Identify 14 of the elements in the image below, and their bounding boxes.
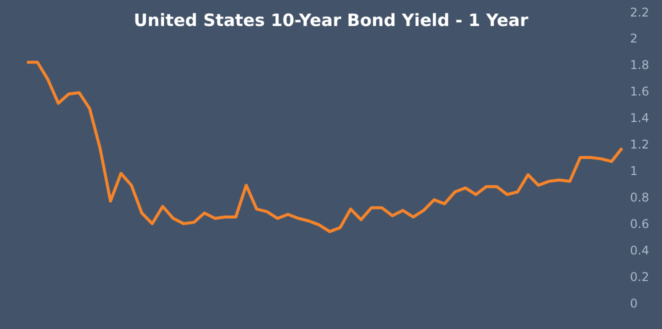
chart-title: United States 10-Year Bond Yield - 1 Year	[134, 11, 528, 31]
y-tick-label: 2.2	[630, 5, 650, 20]
y-tick-label: 2	[630, 32, 638, 46]
y-tick-label: 1.8	[630, 58, 650, 72]
y-tick-label: 1.4	[630, 111, 650, 126]
line-series	[26, 60, 624, 234]
y-tick-label: 0.4	[630, 243, 650, 258]
y-tick-label: 1.6	[630, 84, 650, 99]
y-tick-label: 1.2	[630, 138, 650, 152]
y-tick-label: 0	[630, 296, 638, 310]
y-tick-label: 1	[630, 164, 638, 178]
y-tick-label: 0.8	[630, 190, 650, 204]
y-tick-label: 0.2	[630, 270, 650, 284]
y-tick-label: 0.6	[630, 216, 650, 231]
